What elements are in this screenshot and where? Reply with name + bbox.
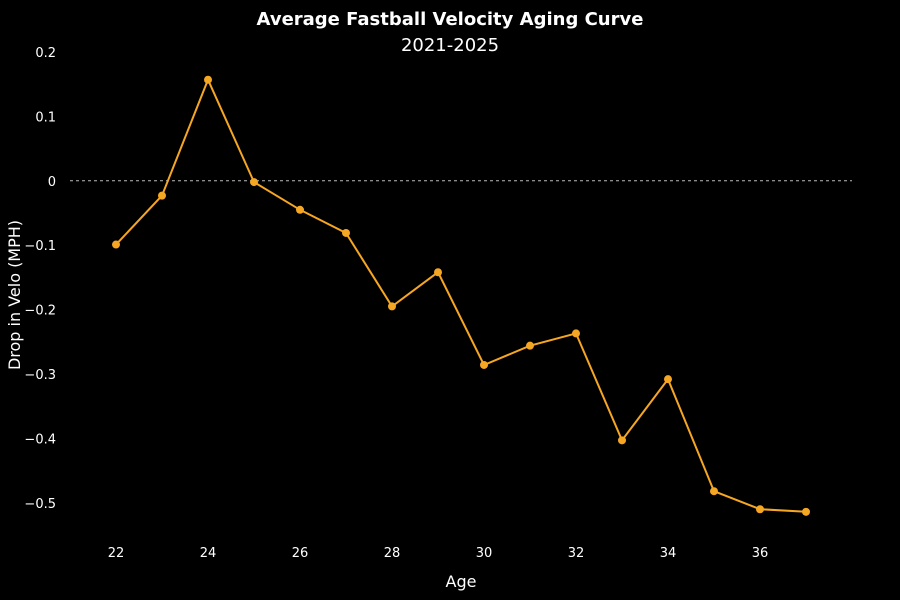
y-tick-label: −0.2 — [24, 304, 56, 319]
data-point — [480, 360, 488, 369]
data-point — [342, 228, 350, 237]
y-tick-label: 0.2 — [35, 46, 56, 61]
x-tick-label: 30 — [476, 546, 493, 561]
y-tick-label: −0.3 — [24, 368, 56, 383]
x-tick-label: 34 — [660, 546, 677, 561]
x-tick-label: 36 — [752, 546, 769, 561]
data-point — [158, 191, 166, 200]
data-point — [756, 505, 764, 514]
y-tick-label: 0.1 — [35, 110, 56, 125]
x-tick-label: 24 — [200, 546, 217, 561]
data-point — [112, 240, 120, 249]
y-tick-label: 0 — [48, 175, 56, 190]
chart-title: Average Fastball Velocity Aging Curve — [257, 9, 644, 30]
data-points — [112, 75, 810, 516]
data-point — [572, 329, 580, 338]
x-tick-label: 32 — [568, 546, 585, 561]
y-tick-label: −0.1 — [24, 239, 56, 254]
data-point — [296, 205, 304, 214]
data-point — [434, 268, 442, 277]
data-point — [710, 487, 718, 496]
y-axis-label: Drop in Velo (MPH) — [5, 220, 24, 370]
x-tick-label: 22 — [108, 546, 125, 561]
data-point — [664, 375, 672, 384]
data-point — [388, 302, 396, 311]
chart-subtitle: 2021-2025 — [401, 35, 499, 56]
data-point — [526, 341, 534, 350]
data-point — [802, 507, 810, 516]
x-axis-ticks: 22 24 26 28 30 32 34 36 — [108, 546, 769, 561]
y-axis-ticks: 0.2 0.1 0 −0.1 −0.2 −0.3 −0.4 −0.5 — [24, 46, 56, 512]
data-point — [250, 178, 258, 187]
data-point — [204, 75, 212, 84]
series-line — [115, 77, 807, 513]
x-tick-label: 28 — [384, 546, 401, 561]
y-tick-label: −0.4 — [24, 432, 56, 447]
y-tick-label: −0.5 — [24, 497, 56, 512]
data-point — [618, 436, 626, 445]
x-axis-label: Age — [446, 572, 477, 591]
x-tick-label: 26 — [292, 546, 309, 561]
